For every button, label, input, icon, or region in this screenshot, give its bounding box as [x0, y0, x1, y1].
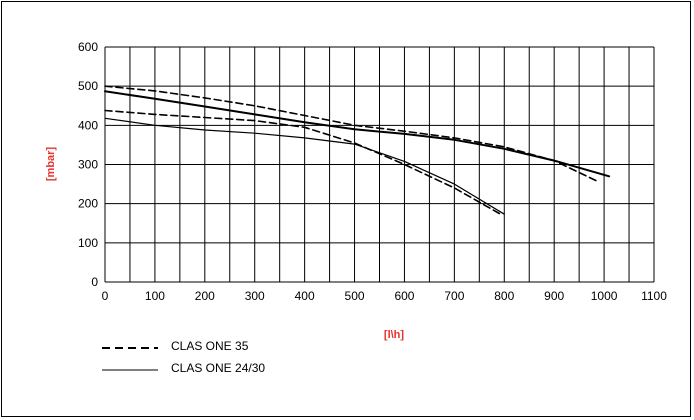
y-tick-label: 400: [78, 118, 98, 132]
y-tick-label: 500: [78, 79, 98, 93]
y-axis-label: [mbar]: [45, 147, 57, 182]
y-tick-label: 0: [91, 275, 98, 289]
y-tick-label: 600: [78, 40, 98, 54]
y-tick-label: 300: [78, 158, 98, 172]
legend: CLAS ONE 35 CLAS ONE 24/30: [102, 339, 265, 375]
series-1-curve-1: [104, 117, 505, 215]
x-tick-label: 200: [195, 289, 215, 303]
x-tick-label: 100: [145, 289, 165, 303]
x-tick-label: 900: [544, 289, 564, 303]
x-tick-label: 700: [444, 289, 464, 303]
y-tick-label: 100: [78, 236, 98, 250]
legend-label-clas-one-24-30: CLAS ONE 24/30: [171, 361, 265, 375]
series-0-curve-1: [104, 109, 501, 215]
x-tick-label: 1000: [591, 289, 618, 303]
x-tick-label: 600: [394, 289, 414, 303]
x-tick-label: 1100: [641, 289, 667, 303]
x-tick-label: 0: [102, 289, 109, 303]
x-axis-label: [l\h]: [384, 329, 404, 341]
x-tick-label: 300: [245, 289, 265, 303]
curves: [104, 85, 611, 215]
series-1-curve-0: [104, 90, 611, 178]
x-tick-label: 500: [345, 289, 365, 303]
tick-labels: 0 100 200 300 400 500 600 700 800 900 1000 1100 0 100…: [78, 40, 667, 303]
x-tick-label: 400: [295, 289, 315, 303]
grid: [104, 46, 655, 283]
series-0-curve-0: [104, 85, 600, 183]
x-tick-label: 800: [494, 289, 514, 303]
y-tick-label: 200: [78, 197, 98, 211]
legend-label-clas-one-35: CLAS ONE 35: [171, 339, 249, 353]
